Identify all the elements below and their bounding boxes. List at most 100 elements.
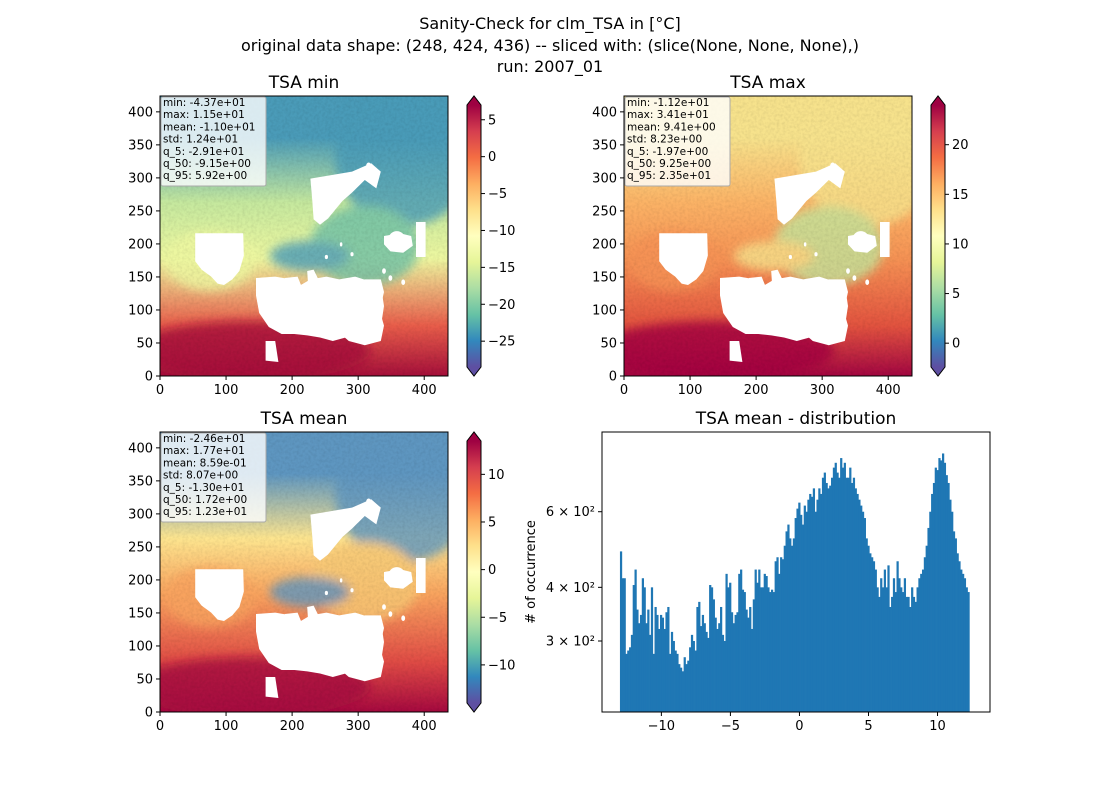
colorbar-tick-label: 20 (952, 138, 969, 153)
histogram-bar (665, 612, 668, 712)
histogram-bar (772, 592, 776, 712)
y-tick-label: 200 (128, 237, 153, 252)
histogram-bar (856, 493, 859, 712)
histogram-bar (630, 634, 634, 712)
histogram-bar (720, 606, 723, 712)
y-tick-label: 200 (592, 237, 617, 252)
colorbar-tick-label: −10 (488, 224, 515, 239)
histogram-bar (787, 524, 790, 712)
histogram-bar (756, 582, 759, 712)
histogram-bar (803, 505, 806, 712)
histogram-bar (710, 587, 714, 712)
y-tick-label: 150 (128, 270, 153, 285)
histogram-bar (679, 667, 683, 712)
map-frame (623, 95, 913, 377)
histogram-bar (852, 477, 856, 712)
y-tick-label: 400 (128, 441, 153, 456)
x-tick-label: 200 (280, 719, 305, 734)
histogram-bar (921, 569, 925, 712)
histogram-bar (962, 573, 965, 712)
stats-line: q_5: -1.97e+00 (627, 146, 708, 158)
histogram-bar (861, 511, 865, 712)
x-tick-label: 100 (214, 383, 239, 398)
y-tick-label: 350 (128, 474, 153, 489)
map-frame (159, 95, 449, 377)
panel-title: TSA mean - distribution (695, 409, 897, 429)
x-tick-label: 200 (744, 383, 769, 398)
histogram-bar (769, 592, 772, 712)
histogram-bar (880, 578, 883, 712)
histogram-bar (967, 592, 970, 712)
histogram-bar (851, 482, 854, 712)
heatmap-image (624, 96, 912, 376)
histogram-bar (916, 587, 919, 712)
histogram-bar (867, 545, 870, 712)
histogram-bar (692, 640, 695, 712)
histogram-bar (801, 524, 805, 712)
histogram-bar (900, 587, 903, 712)
histogram-bar (820, 493, 823, 712)
histogram-bar (747, 617, 750, 712)
histogram-bar (905, 596, 908, 712)
y-tick-label: 6 × 10² (546, 505, 595, 520)
histogram-bar (909, 606, 912, 712)
histogram-bar (643, 587, 646, 712)
stats-line: std: 8.23e+00 (627, 134, 702, 146)
histogram-bar (727, 587, 730, 712)
colorbar-tick-label: 5 (952, 287, 960, 302)
histogram-bar (816, 499, 819, 712)
histogram-bar (754, 569, 757, 712)
y-tick-label: 50 (600, 336, 617, 351)
histogram-bars (619, 453, 970, 712)
x-tick-label: 0 (156, 719, 164, 734)
histogram-bar (847, 477, 850, 712)
histogram-bar (627, 650, 630, 712)
histogram-bar (716, 628, 719, 712)
histogram-bar (892, 578, 896, 712)
histogram-bar (763, 573, 766, 712)
histogram-bar (923, 557, 927, 712)
histogram-bar (954, 538, 957, 712)
histogram-bar (632, 585, 635, 712)
histogram-bar (810, 496, 814, 712)
histogram-bar (690, 634, 694, 712)
histogram-bar (838, 477, 841, 712)
histogram-bar (894, 592, 897, 712)
histogram-bar (840, 458, 843, 712)
x-tick-label: 300 (810, 383, 835, 398)
histogram-bar (949, 499, 952, 712)
y-tick-label: 300 (128, 171, 153, 186)
stats-line: mean: 8.59e-01 (163, 457, 247, 469)
stats-line: q_95: 5.92e+00 (163, 170, 247, 182)
y-tick-label: 300 (128, 507, 153, 522)
histogram-bar (860, 505, 863, 712)
histogram-bar (914, 601, 917, 712)
histogram-bar (881, 587, 885, 712)
histogram-bar (942, 453, 945, 712)
histogram-bar (687, 660, 690, 712)
histogram-bar (792, 538, 796, 712)
y-tick-label: 100 (128, 303, 153, 318)
histogram-bar (891, 596, 894, 712)
histogram-bar (663, 628, 666, 712)
histogram-bar (825, 482, 828, 712)
histogram-bar (696, 606, 699, 712)
histogram-bar (814, 511, 817, 712)
colorbar: 5 0 −5 −10 −15 −20 −25 (466, 95, 515, 377)
histogram-bar (623, 578, 626, 712)
y-tick-label: 50 (136, 672, 153, 687)
x-tick-label: 10 (929, 719, 946, 734)
heatmap-image (160, 96, 448, 376)
stats-line: min: -2.46e+01 (163, 433, 245, 445)
histogram-bar (907, 596, 910, 712)
histogram-bar (678, 664, 681, 712)
y-axis-label: # of occurrence (524, 520, 539, 624)
histogram-bar (807, 499, 810, 712)
histogram-bar (743, 592, 746, 712)
y-tick-label: 100 (592, 303, 617, 318)
histogram-bar (749, 606, 752, 712)
histogram-bar (809, 493, 812, 712)
y-tick-label: 150 (128, 606, 153, 621)
